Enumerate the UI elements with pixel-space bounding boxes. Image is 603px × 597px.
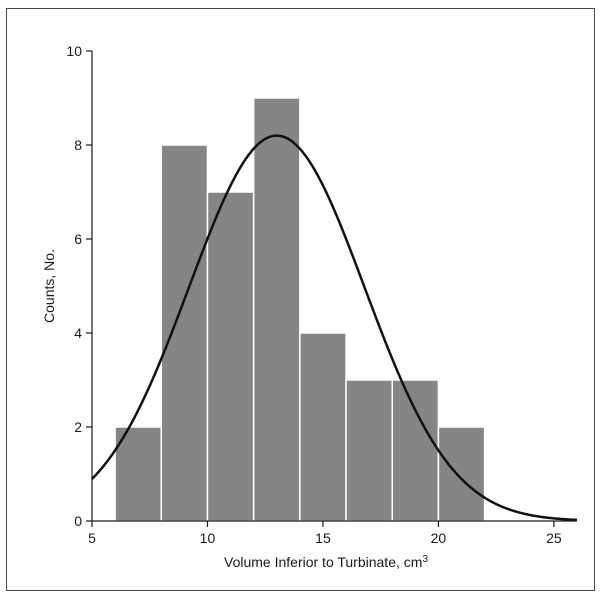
y-tick-label: 0 [74, 513, 82, 529]
x-axis-title-superscript: 3 [422, 554, 428, 565]
histogram-bar-5 [299, 332, 347, 522]
bars-layer [114, 97, 486, 522]
histogram-bar-8 [437, 426, 486, 522]
y-tick-label: 10 [66, 43, 82, 59]
histogram-bar-6 [345, 379, 393, 522]
y-tick-label: 2 [74, 419, 82, 435]
y-tick-label: 4 [74, 325, 82, 341]
x-tick-label: 20 [431, 530, 447, 546]
histogram-bar-1 [114, 426, 163, 522]
y-tick-label: 6 [74, 231, 82, 247]
x-tick-label: 10 [200, 530, 216, 546]
x-tick-label: 15 [315, 530, 331, 546]
histogram-bar-7 [391, 379, 440, 522]
x-tick-label: 5 [88, 530, 96, 546]
y-axis-title: Counts, No. [41, 249, 57, 323]
y-tick-label: 8 [74, 137, 82, 153]
axes-layer [91, 51, 577, 522]
histogram-bar-4 [252, 97, 301, 522]
ticks-layer: 0 2 4 6 8 10 5 10 15 20 25 [66, 43, 561, 546]
x-axis-title: Volume Inferior to Turbinate, cm3 [224, 554, 428, 570]
x-axis-title-text: Volume Inferior to Turbinate, cm [224, 554, 422, 570]
normal-curve [91, 134, 578, 522]
histogram-bar-2 [160, 144, 209, 522]
x-tick-label: 25 [546, 530, 562, 546]
histogram-bar-3 [206, 191, 255, 522]
